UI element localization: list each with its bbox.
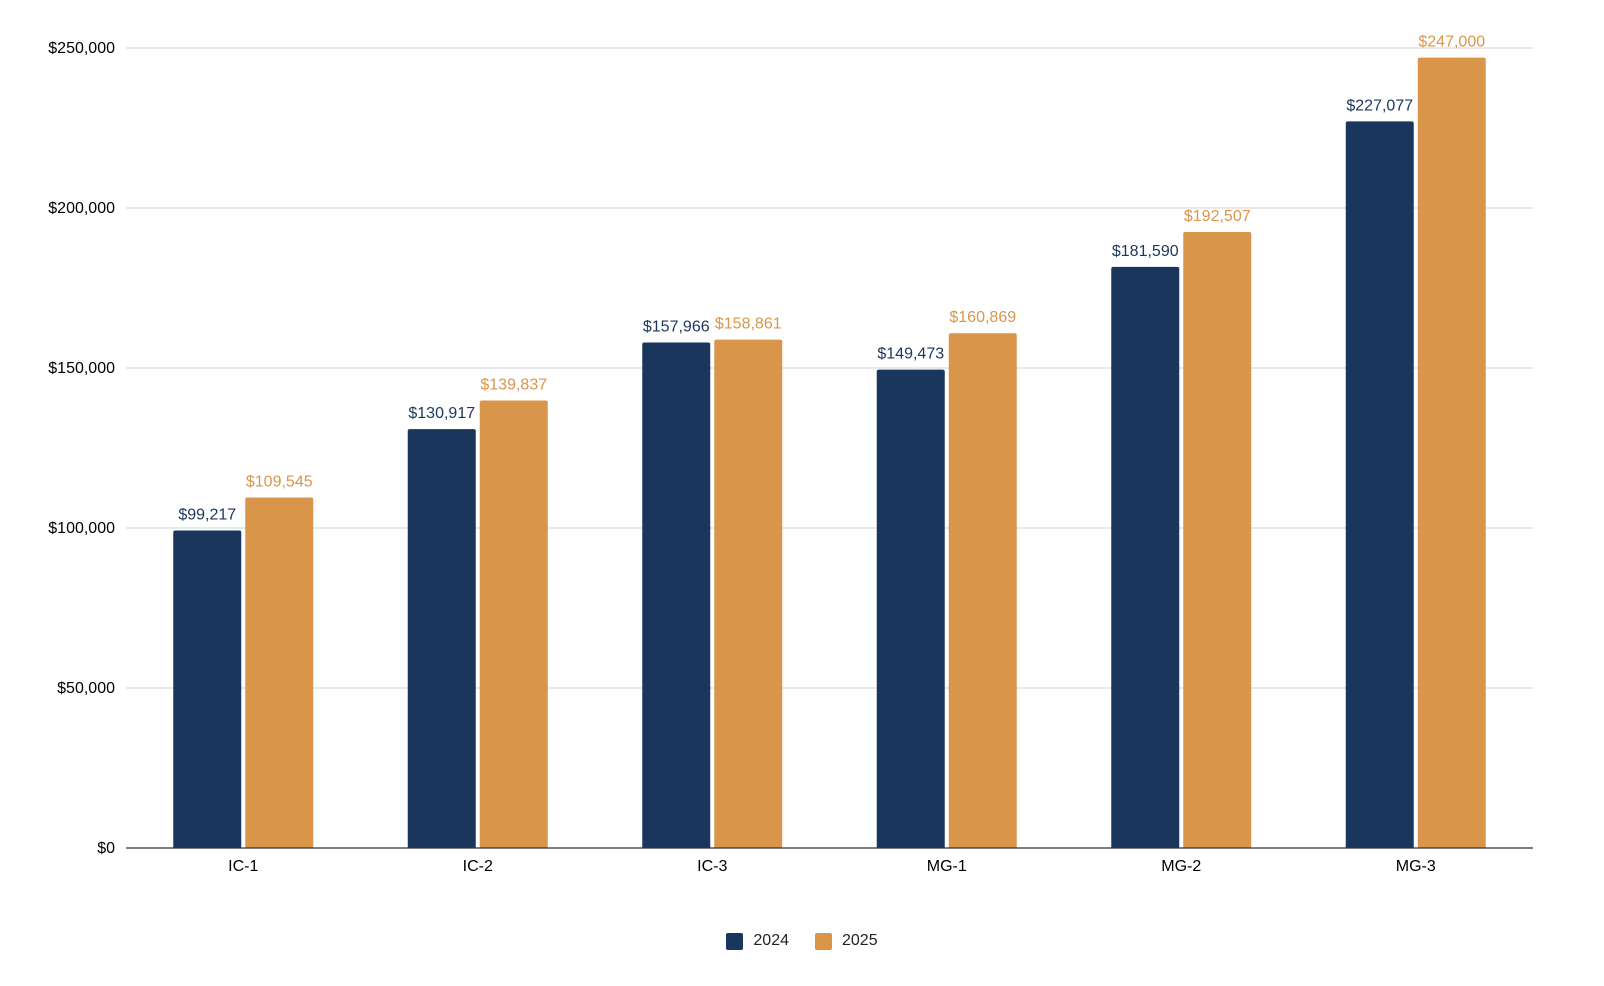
bar-IC-2-2025 xyxy=(479,400,548,848)
bar-MG-1-2024 xyxy=(876,369,945,848)
legend-label-2024: 2024 xyxy=(753,932,789,949)
data-label-MG-3-2024: $227,077 xyxy=(1346,97,1413,114)
legend: 2024 2025 xyxy=(0,932,1604,950)
data-label-IC-2-2025: $139,837 xyxy=(480,377,547,394)
x-tick-label-IC-1: IC-1 xyxy=(228,858,258,875)
x-tick-label-IC-2: IC-2 xyxy=(463,858,493,875)
bar-IC-3-2024 xyxy=(642,342,711,848)
bar-MG-1-2025 xyxy=(948,333,1017,848)
bar-MG-3-2024 xyxy=(1345,121,1414,849)
bars xyxy=(173,57,1486,849)
bar-IC-3-2025 xyxy=(714,339,783,848)
bar-IC-2-2024 xyxy=(407,429,476,848)
data-label-IC-1-2025: $109,545 xyxy=(246,473,313,490)
y-axis-tick-labels: $0 $50,000 $100,000 $150,000 $200,000 $250,00… xyxy=(48,40,115,857)
data-label-IC-2-2024: $130,917 xyxy=(408,405,475,422)
bar-MG-2-2025 xyxy=(1183,231,1252,848)
data-label-MG-3-2025: $247,000 xyxy=(1418,34,1485,51)
data-label-MG-2-2025: $192,507 xyxy=(1184,208,1251,225)
data-label-MG-2-2024: $181,590 xyxy=(1112,243,1179,260)
x-tick-label-IC-3: IC-3 xyxy=(697,858,727,875)
bar-IC-1-2024 xyxy=(173,530,242,848)
data-label-MG-1-2024: $149,473 xyxy=(877,346,944,363)
legend-swatch-2024 xyxy=(726,932,744,950)
legend-item-2025[interactable]: 2025 xyxy=(815,932,878,950)
bar-MG-3-2025 xyxy=(1417,57,1486,849)
y-tick-label: $50,000 xyxy=(57,680,115,697)
bar-IC-1-2025 xyxy=(245,497,314,848)
y-tick-label: $250,000 xyxy=(48,40,115,57)
x-axis-tick-labels: IC-1 IC-2 IC-3 MG-1 MG-2 MG-3 xyxy=(228,858,1436,875)
y-tick-label: $100,000 xyxy=(48,520,115,537)
x-tick-label-MG-1: MG-1 xyxy=(927,858,967,875)
y-tick-label: $0 xyxy=(97,840,115,857)
x-tick-label-MG-3: MG-3 xyxy=(1396,858,1436,875)
data-label-IC-3-2024: $157,966 xyxy=(643,319,710,336)
legend-swatch-2025 xyxy=(815,932,832,950)
legend-label-2025: 2025 xyxy=(842,932,878,949)
bar-value-labels: $99,217 $109,545 $130,917 $139,837 $157,966 $… xyxy=(178,34,1485,524)
data-label-IC-3-2025: $158,861 xyxy=(715,316,782,333)
y-tick-label: $200,000 xyxy=(48,200,115,217)
legend-item-2024[interactable]: 2024 xyxy=(726,932,789,950)
data-label-IC-1-2024: $99,217 xyxy=(178,507,236,524)
data-label-MG-1-2025: $160,869 xyxy=(949,309,1016,326)
gridlines xyxy=(126,47,1533,689)
y-tick-label: $150,000 xyxy=(48,360,115,377)
x-tick-label-MG-2: MG-2 xyxy=(1161,858,1201,875)
bar-MG-2-2024 xyxy=(1111,266,1180,848)
